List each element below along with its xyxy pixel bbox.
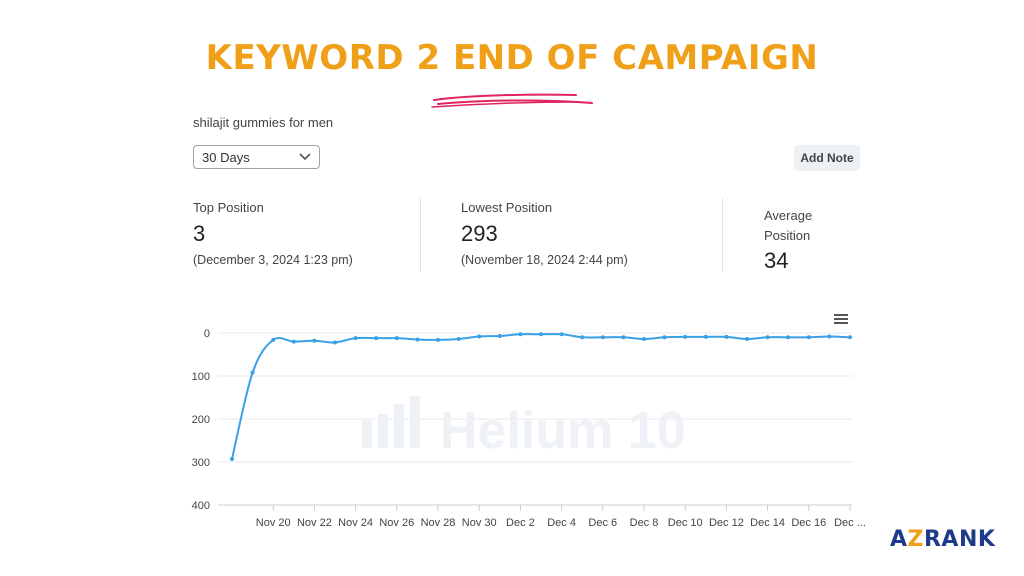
x-tick-label: Nov 24 — [338, 517, 373, 529]
data-point — [786, 335, 791, 340]
lowest-position-label: Lowest Position — [461, 200, 553, 215]
top-position-value: 3 — [193, 221, 206, 246]
average-position-label-2: Position — [764, 228, 811, 243]
stat-divider — [420, 198, 421, 272]
y-tick-label: 100 — [192, 371, 210, 383]
data-point — [456, 337, 461, 342]
data-point — [848, 335, 852, 340]
x-tick-label: Nov 20 — [256, 517, 291, 529]
rank-series-points — [230, 332, 852, 461]
chevron-down-icon — [299, 153, 311, 161]
average-position-stat: Average Position 34 — [764, 206, 812, 274]
azrank-logo: AZRANK — [890, 527, 996, 552]
data-point — [806, 335, 811, 340]
lowest-position-stat: Lowest Position 293 (November 18, 2024 2… — [461, 200, 628, 267]
data-point — [394, 336, 399, 341]
top-position-label: Top Position — [193, 200, 264, 215]
data-point — [642, 337, 646, 342]
x-tick-label: Dec 8 — [630, 517, 659, 529]
average-position-label-1: Average — [764, 208, 813, 223]
chart-grid — [218, 332, 852, 506]
y-tick-label: 200 — [192, 414, 210, 426]
helium10-watermark-logo — [362, 396, 420, 448]
data-point — [415, 337, 420, 342]
data-point — [271, 337, 276, 342]
data-point — [703, 334, 708, 339]
x-tick-label: Dec 16 — [791, 517, 826, 529]
x-tick-label: Dec 6 — [588, 517, 617, 529]
data-point — [497, 334, 502, 339]
page-title: KEYWORD 2 END OF CAMPAIGN — [205, 38, 819, 78]
add-note-button[interactable]: Add Note — [794, 145, 860, 171]
data-point — [765, 335, 770, 340]
data-point — [662, 335, 667, 340]
data-point — [291, 339, 296, 344]
hamburger-menu-icon[interactable] — [834, 314, 848, 324]
date-range-value: 30 Days — [202, 149, 250, 165]
x-tick-label: Dec 12 — [709, 517, 744, 529]
lowest-position-date: (November 18, 2024 2:44 pm) — [461, 253, 628, 267]
y-tick-label: 300 — [192, 457, 210, 469]
x-tick-label: Nov 22 — [297, 517, 332, 529]
top-position-stat: Top Position 3 (December 3, 2024 1:23 pm… — [193, 200, 353, 267]
x-tick-label: Dec ... — [834, 517, 866, 529]
data-point — [559, 332, 564, 337]
data-point — [621, 335, 626, 340]
date-range-select[interactable]: 30 Days — [193, 145, 320, 169]
data-point — [436, 337, 440, 342]
data-point — [250, 370, 255, 375]
data-point — [312, 338, 317, 343]
data-point — [745, 337, 749, 342]
y-tick-label: 0 — [204, 328, 210, 340]
x-tick-label: Nov 28 — [421, 517, 456, 529]
y-axis-ticks: 0 100 200 300 400 — [192, 328, 210, 512]
average-position-value: 34 — [764, 248, 789, 273]
x-tick-label: Dec 2 — [506, 517, 535, 529]
data-point — [600, 335, 605, 340]
x-tick-label: Dec 14 — [750, 517, 785, 529]
data-point — [518, 332, 523, 337]
data-point — [333, 340, 337, 345]
data-point — [230, 456, 234, 461]
data-point — [539, 332, 543, 337]
top-position-date: (December 3, 2024 1:23 pm) — [193, 253, 353, 267]
y-tick-label: 400 — [192, 500, 210, 512]
x-axis-ticks: Nov 20 Nov 22 Nov 24 Nov 26 Nov 28 Nov 30 Dec … — [256, 505, 866, 529]
data-point — [353, 336, 358, 341]
data-point — [683, 334, 688, 339]
data-point — [374, 336, 379, 341]
data-point — [580, 335, 585, 340]
data-point — [724, 334, 729, 339]
data-point — [827, 334, 832, 339]
lowest-position-value: 293 — [461, 221, 498, 246]
x-tick-label: Dec 4 — [547, 517, 576, 529]
underline-scribble — [431, 93, 593, 108]
data-point — [477, 334, 482, 339]
x-tick-label: Nov 26 — [379, 517, 414, 529]
x-tick-label: Dec 10 — [668, 517, 703, 529]
keyword-label: shilajit gummies for men — [193, 115, 334, 130]
x-tick-label: Nov 30 — [462, 517, 497, 529]
helium10-watermark: Helium 10 — [440, 402, 686, 460]
stat-divider — [722, 198, 723, 272]
